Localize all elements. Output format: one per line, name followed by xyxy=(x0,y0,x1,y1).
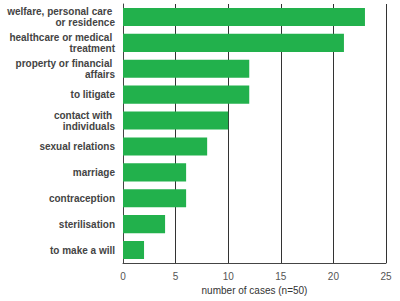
svg-text:20: 20 xyxy=(328,271,340,282)
svg-text:to litigate: to litigate xyxy=(71,89,116,100)
svg-text:0: 0 xyxy=(120,271,126,282)
svg-text:5: 5 xyxy=(173,271,179,282)
svg-text:or residence: or residence xyxy=(56,17,116,28)
svg-text:to make a will: to make a will xyxy=(50,245,115,256)
svg-text:individuals: individuals xyxy=(63,121,116,132)
svg-text:contraception: contraception xyxy=(49,193,115,204)
svg-text:welfare, personal care: welfare, personal care xyxy=(6,6,115,17)
svg-text:25: 25 xyxy=(380,271,392,282)
svg-text:property or financial: property or financial xyxy=(16,58,115,69)
svg-text:affairs: affairs xyxy=(85,69,115,80)
svg-text:healthcare or medical: healthcare or medical xyxy=(9,32,115,43)
svg-text:number of cases (n=50): number of cases (n=50) xyxy=(202,285,308,296)
svg-text:treatment: treatment xyxy=(69,43,115,54)
svg-text:10: 10 xyxy=(223,271,235,282)
svg-text:contact with: contact with xyxy=(54,110,115,121)
svg-text:sterilisation: sterilisation xyxy=(59,219,115,230)
svg-text:sexual relations: sexual relations xyxy=(39,141,115,152)
svg-text:15: 15 xyxy=(275,271,287,282)
svg-text:marriage: marriage xyxy=(73,167,116,178)
